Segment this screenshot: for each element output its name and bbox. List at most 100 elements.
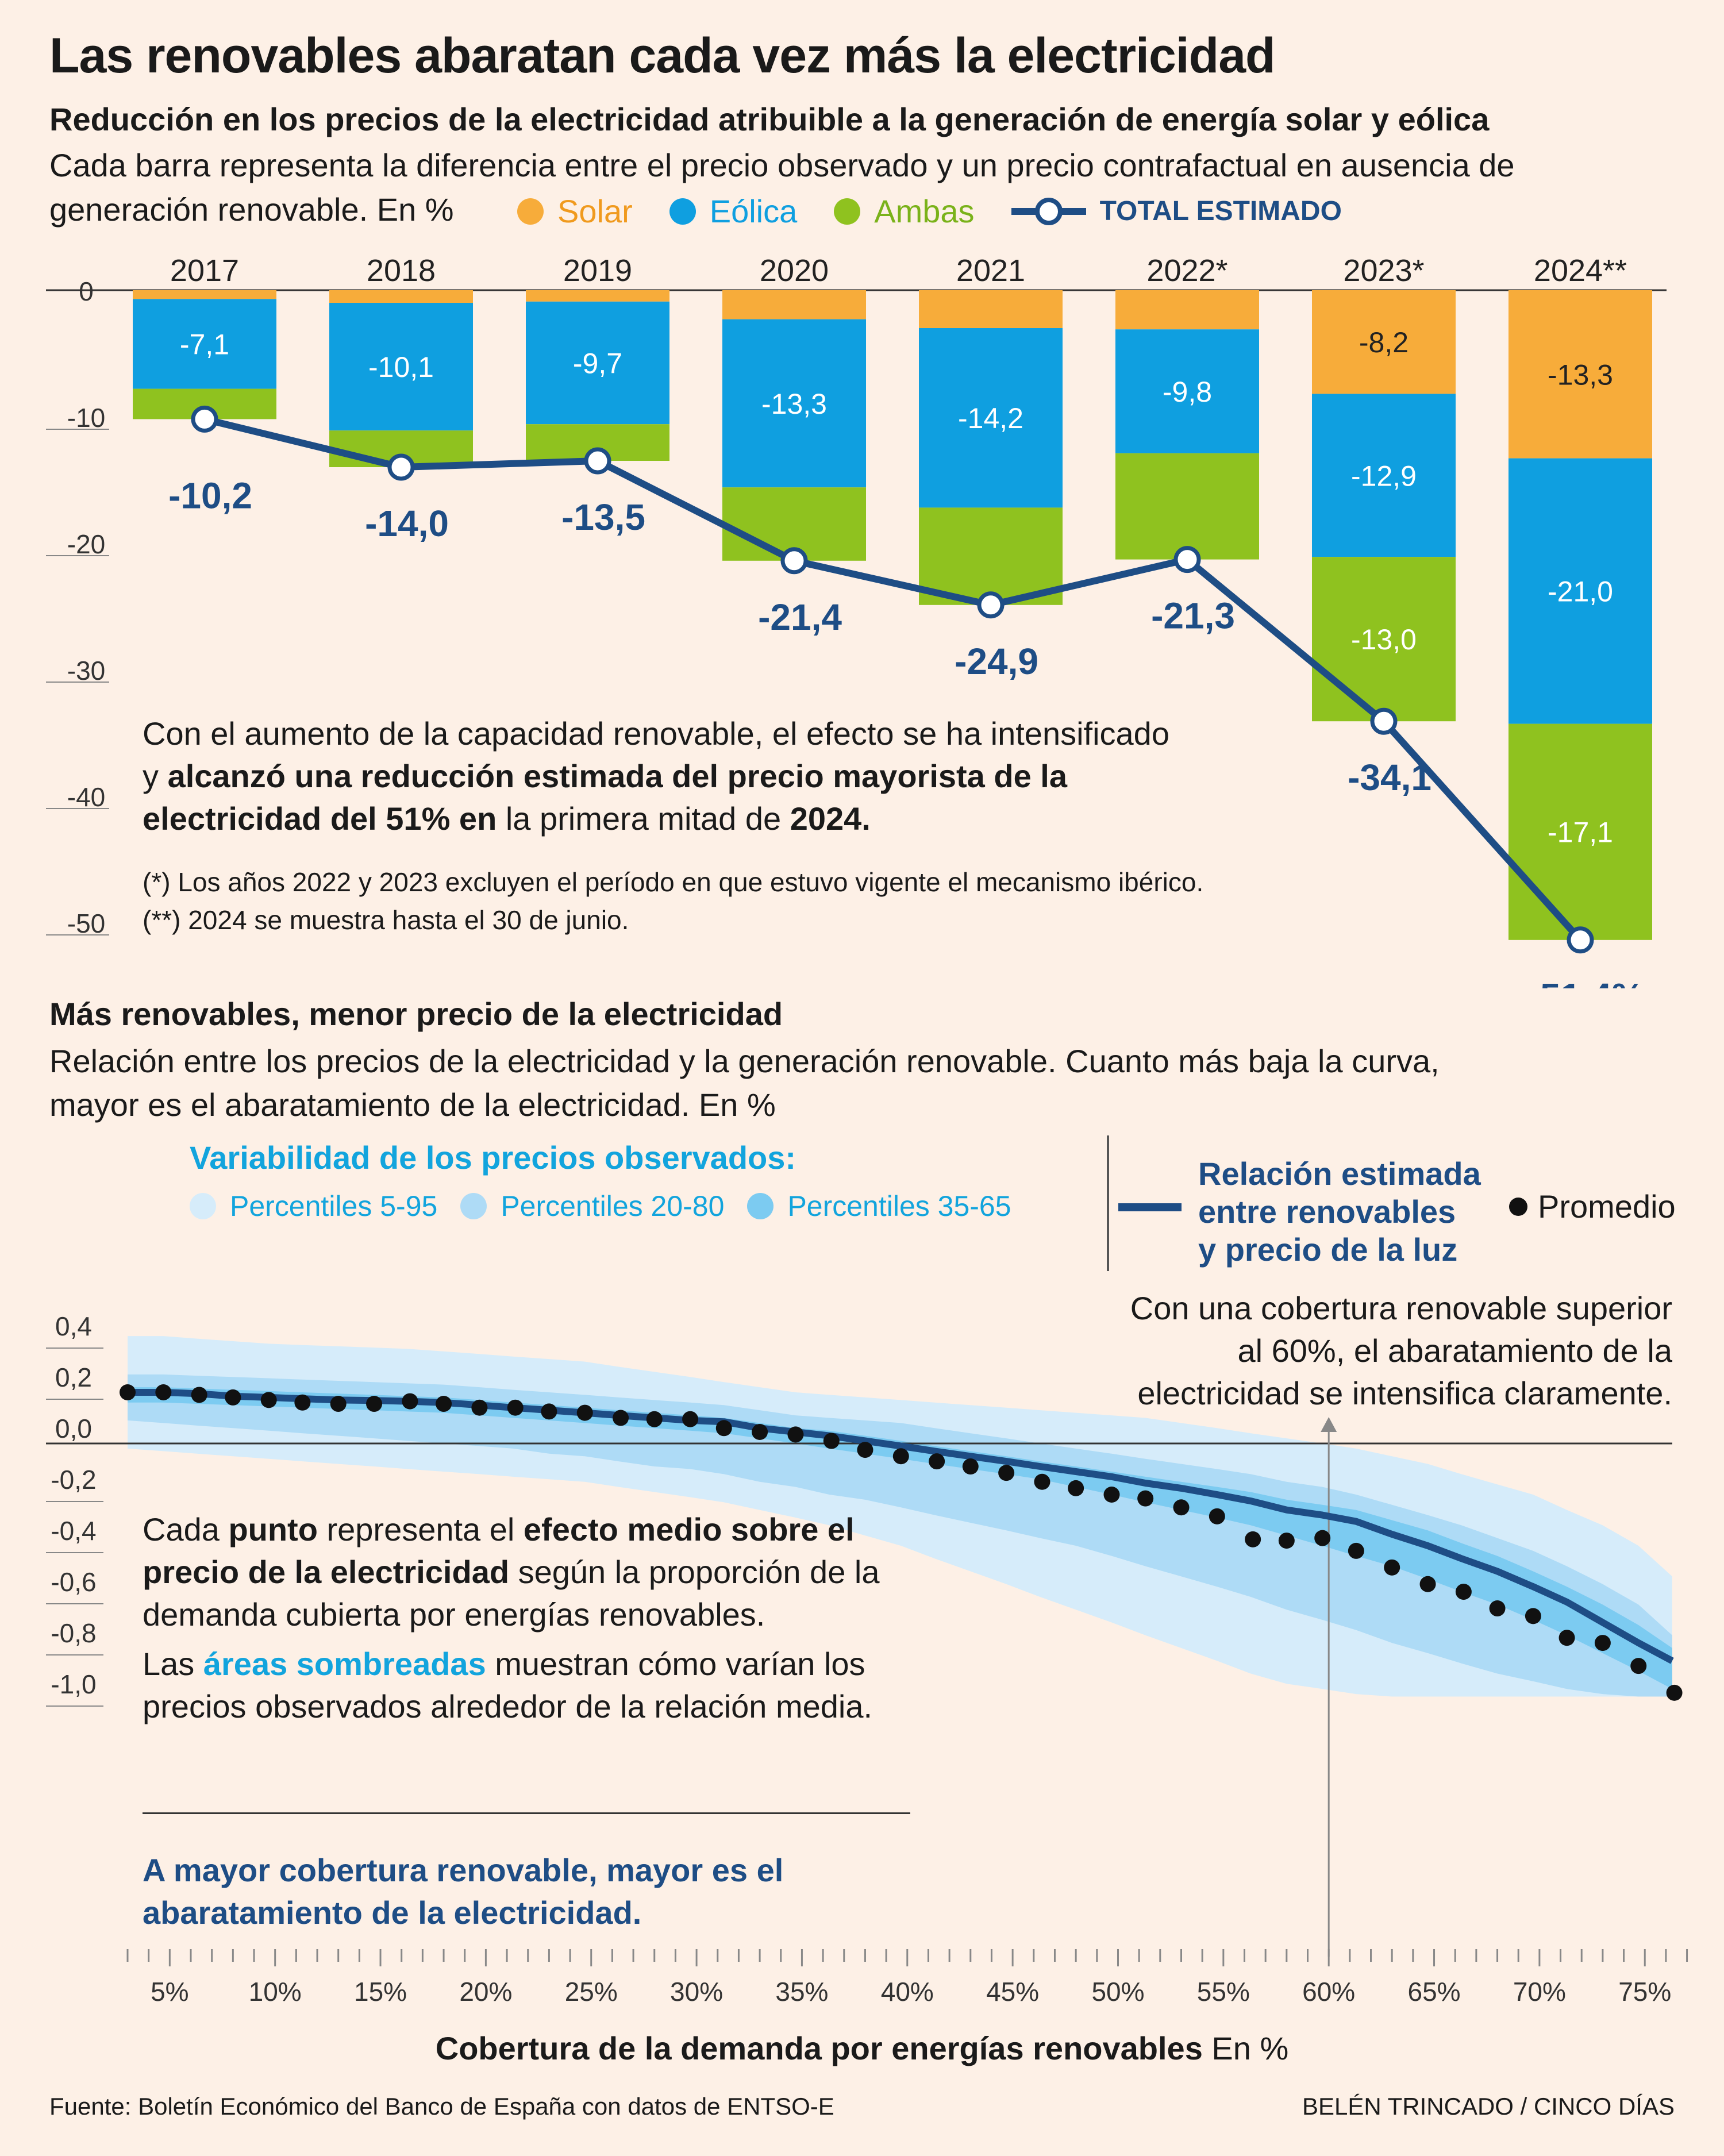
x-tick-label: 30%: [670, 1977, 723, 2007]
chart2-note-line2: precio de la electricidad según la propo…: [143, 1554, 880, 1590]
y-tick-label: -50: [67, 908, 105, 938]
bar-value-label: -9,7: [573, 348, 622, 380]
chart2-line-band-chart: 0,4 0,2 0,0 -0,2 -0,4 -0,6 -0,8 -1,0 5% 10% 15% 20%…: [46, 1311, 1688, 2007]
bar-segment-eolica: [133, 299, 276, 389]
x-tick-label: 55%: [1197, 1977, 1250, 2007]
bar-value-label: -9,8: [1163, 376, 1212, 408]
year-label: 2023*: [1343, 253, 1424, 288]
average-point: [294, 1394, 311, 1411]
legend-solar-label: Solar: [557, 193, 633, 229]
average-point: [1630, 1658, 1647, 1674]
y-tick-label: -20: [67, 529, 105, 559]
legend-divider: [1107, 1135, 1109, 1271]
band-legend-item: Percentiles 20-80: [460, 1189, 724, 1223]
total-point: [1173, 546, 1201, 573]
bar-segment-solar: [722, 290, 866, 319]
average-point: [1034, 1473, 1050, 1490]
legend-ambas: Ambas: [834, 192, 975, 230]
y-tick-label: -1,0: [51, 1669, 96, 1699]
chart2-note-line5: precios observados alrededor de la relac…: [143, 1688, 873, 1724]
legend-ambas-swatch: [834, 198, 861, 225]
total-point: [191, 405, 218, 433]
chart2-subtitle-line2: mayor es el abaratamiento de la electric…: [49, 1087, 776, 1123]
legend-eolica-swatch: [669, 198, 696, 225]
average-point: [998, 1465, 1015, 1481]
average-point: [1525, 1608, 1541, 1624]
total-line: [203, 415, 1583, 942]
band-swatch-mid: [460, 1193, 487, 1219]
chart2-title: Más renovables, menor precio de la elect…: [49, 996, 783, 1032]
average-point: [191, 1387, 207, 1403]
average-point: [1137, 1490, 1154, 1507]
average-point: [1278, 1533, 1295, 1549]
legend-ambas-label: Ambas: [874, 193, 975, 229]
band-legend-title: Variabilidad de los precios observados:: [190, 1139, 796, 1176]
x-tick-label: 70%: [1513, 1977, 1566, 2007]
year-label: 2021: [956, 253, 1025, 288]
legend-total-line-icon: [1011, 197, 1086, 225]
average-point: [155, 1384, 172, 1400]
total-label: -34,1: [1348, 757, 1431, 798]
average-point: [1245, 1531, 1261, 1547]
line-legend-line3: y precio de la luz: [1198, 1231, 1458, 1268]
y-tick-label: 0,0: [55, 1414, 92, 1443]
bar-segment-solar: [1312, 290, 1456, 394]
total-label: -14,0: [365, 503, 449, 544]
bar-segment-eolica: [722, 319, 866, 488]
band-legend-item: Percentiles 5-95: [190, 1189, 437, 1223]
average-point: [260, 1392, 277, 1408]
average-point: [402, 1393, 418, 1410]
bar-value-label: -13,3: [1548, 359, 1613, 391]
total-label: -21,4: [758, 596, 842, 638]
average-point: [1558, 1630, 1575, 1646]
average-point: [823, 1433, 840, 1449]
average-point: [1103, 1487, 1120, 1503]
x-tick-label: 15%: [354, 1977, 407, 2007]
chart1-note: Con el aumento de la capacidad renovable…: [143, 713, 1292, 840]
average-point: [1489, 1600, 1506, 1617]
footnote-2: (**) 2024 se muestra hasta el 30 de juni…: [143, 905, 629, 935]
bar-value-label: -8,2: [1359, 326, 1409, 359]
average-point: [1419, 1576, 1436, 1592]
bar-value-label: -14,2: [958, 402, 1023, 434]
chart1-note-line1: Con el aumento de la capacidad renovable…: [143, 715, 1169, 752]
band-swatch-inner: [747, 1193, 774, 1219]
chart2-note: Cada punto representa el efecto medio so…: [143, 1508, 976, 1728]
average-point: [1594, 1635, 1611, 1651]
average-point: [682, 1411, 699, 1427]
legend-eolica: Eólica: [669, 192, 798, 230]
legend-eolica-label: Eólica: [709, 193, 798, 229]
bar-segment-solar: [526, 290, 669, 302]
chart1-subtitle-line1: Cada barra representa la diferencia entr…: [49, 147, 1515, 183]
legend-solar: Solar: [517, 192, 633, 230]
x-tick-label: 45%: [986, 1977, 1039, 2007]
chart2-note-line1: Cada punto representa el efecto medio so…: [143, 1511, 855, 1547]
average-point: [541, 1403, 557, 1420]
average-point: [366, 1396, 383, 1412]
page-title: Las renovables abaratan cada vez más la …: [49, 28, 1276, 83]
average-point: [436, 1396, 452, 1412]
total-label: -21,3: [1151, 595, 1235, 637]
legend-total: TOTAL ESTIMADO: [1011, 192, 1342, 230]
bar-value-label: -13,3: [761, 388, 827, 420]
x-tick-label: 5%: [151, 1977, 188, 2007]
line-legend-line2: entre renovables: [1198, 1194, 1456, 1230]
average-point: [225, 1389, 241, 1406]
chart1-note-line2: y alcanzó una reducción estimada del pre…: [143, 758, 1067, 794]
chart2-subtitle-line1: Relación entre los precios de la electri…: [49, 1043, 1440, 1079]
average-point: [120, 1384, 136, 1400]
chart2-note-line4: Las áreas sombreadas muestran cómo varía…: [143, 1646, 865, 1682]
annotation-arrow: [1321, 1417, 1337, 1432]
bar-segment-eolica: [1115, 329, 1259, 453]
year-label: 2017: [170, 253, 239, 288]
conclusion-line2: abaratamiento de la electricidad.: [143, 1895, 642, 1931]
average-point: [715, 1420, 732, 1437]
promedio-legend-dot: [1509, 1198, 1527, 1216]
bar-value-label: -21,0: [1548, 576, 1613, 608]
credit: BELÉN TRINCADO / CINCO DÍAS: [1302, 2093, 1675, 2120]
x-tick-label: 40%: [881, 1977, 934, 2007]
x-tick-label: 10%: [249, 1977, 302, 2007]
chart1-legend: Solar Eólica Ambas TOTAL ESTIMADO: [517, 192, 1342, 230]
y-tick-label: -0,2: [51, 1465, 96, 1495]
total-point: [780, 547, 808, 575]
